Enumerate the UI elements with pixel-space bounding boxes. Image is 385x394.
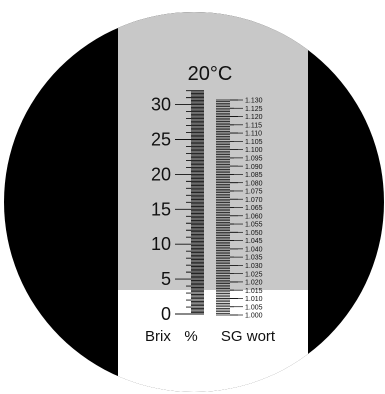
sg-scale	[216, 99, 238, 316]
sg-unit-label: SG wort	[221, 328, 276, 345]
sg-tick-label: 1.080	[245, 180, 263, 187]
sg-tick-label: 1.130	[245, 98, 263, 105]
brix-scale	[175, 90, 204, 315]
sg-tick-label: 1.025	[245, 271, 263, 278]
sg-tick-label: 1.015	[245, 288, 263, 295]
sg-tick-label: 1.095	[245, 155, 263, 162]
brix-labels: 0 5 10 15 20 25 30	[151, 95, 171, 324]
sg-tick-label: 1.010	[245, 296, 263, 303]
sg-tick-label: 1.115	[245, 122, 262, 129]
sg-tick-label: 1.075	[245, 189, 263, 196]
brix-tick-label: 0	[161, 304, 171, 324]
sg-tick-label: 1.125	[245, 106, 263, 113]
sg-tick-label: 1.060	[245, 213, 263, 220]
sg-tick-label: 1.110	[245, 131, 262, 138]
sg-tick-label: 1.040	[245, 246, 263, 253]
sg-tick-label: 1.045	[245, 238, 263, 245]
field-upper	[118, 12, 308, 290]
sg-tick-label: 1.055	[245, 222, 263, 229]
sg-tick-label: 1.105	[245, 139, 263, 146]
sg-tick-label: 1.065	[245, 205, 263, 212]
brix-tick-label: 15	[151, 199, 171, 219]
sg-tick-label: 1.070	[245, 197, 263, 204]
brix-tick-label: 25	[151, 130, 171, 150]
sg-tick-label: 1.090	[245, 164, 263, 171]
brix-percent-label: %	[184, 328, 197, 345]
brix-tick-label: 20	[151, 164, 171, 184]
sg-tick-label: 1.120	[245, 114, 263, 121]
temperature-label: 20°C	[188, 63, 233, 85]
brix-tick-label: 10	[151, 234, 171, 254]
brix-tick-label: 5	[161, 269, 171, 289]
sg-tick-label: 1.020	[245, 280, 263, 287]
sg-tick-label: 1.000	[245, 313, 263, 320]
brix-unit-label: Brix	[145, 328, 171, 345]
brix-tick-label: 30	[151, 95, 171, 115]
sg-tick-label: 1.035	[245, 255, 263, 262]
sg-tick-label: 1.100	[245, 147, 263, 154]
sg-tick-label: 1.085	[245, 172, 263, 179]
sg-tick-label: 1.030	[245, 263, 263, 270]
sg-tick-label: 1.005	[245, 304, 263, 311]
sg-tick-label: 1.050	[245, 230, 263, 237]
